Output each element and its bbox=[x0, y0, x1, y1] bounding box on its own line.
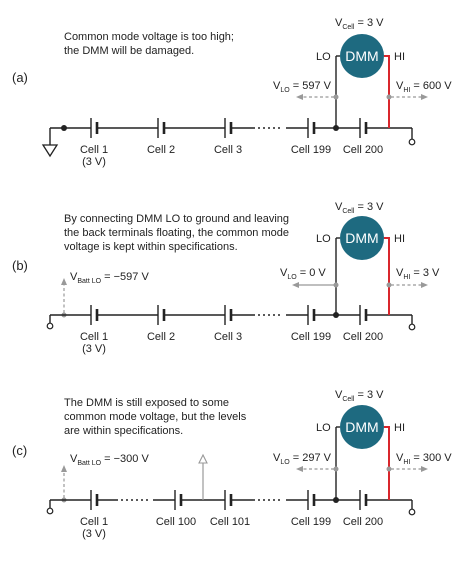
arrow-up-icon bbox=[198, 453, 208, 464]
junction-dot bbox=[333, 125, 339, 131]
arrow-up-icon bbox=[61, 278, 67, 285]
cell-symbol bbox=[359, 490, 368, 510]
cell-label: Cell 101 bbox=[210, 516, 250, 528]
junction-dot bbox=[333, 497, 339, 503]
probe-point bbox=[386, 94, 392, 100]
hi-label: HI bbox=[394, 422, 405, 434]
hi-lead bbox=[384, 237, 390, 315]
terminal bbox=[408, 508, 416, 516]
cell-label: Cell 1 bbox=[80, 331, 108, 343]
terminal bbox=[408, 138, 416, 146]
cell-symbol bbox=[359, 305, 368, 325]
cell-label: Cell 3 bbox=[214, 144, 242, 156]
note-line-2: the DMM will be damaged. bbox=[64, 45, 194, 57]
note-line-2: the back terminals floating, the common … bbox=[64, 227, 289, 239]
panel-label: (a) bbox=[12, 70, 28, 85]
vbatt-label: VBatt LO = −597 V bbox=[70, 271, 149, 285]
ground-icon bbox=[41, 144, 59, 158]
probe-point bbox=[333, 466, 339, 472]
cell-voltage: (3 V) bbox=[82, 343, 106, 355]
vcell-label: VCell = 3 V bbox=[335, 17, 384, 31]
probe-point bbox=[386, 282, 392, 288]
vhi-label: VHI = 600 V bbox=[396, 80, 452, 94]
note-line-3: are within specifications. bbox=[64, 425, 183, 437]
cell-voltage: (3 V) bbox=[82, 156, 106, 168]
dmm-meter bbox=[340, 34, 384, 78]
cell-symbol bbox=[157, 305, 166, 325]
arrow-right-icon bbox=[421, 466, 428, 472]
terminal bbox=[408, 323, 416, 331]
probe-point bbox=[333, 94, 339, 100]
lo-label: LO bbox=[316, 51, 331, 63]
meter-label: DMM bbox=[345, 419, 378, 435]
meter-label: DMM bbox=[345, 48, 378, 64]
cell-symbol bbox=[359, 118, 368, 138]
vlo-label: VLO = 297 V bbox=[273, 452, 332, 466]
cell-symbol bbox=[224, 305, 233, 325]
cell-symbol bbox=[90, 305, 99, 325]
arrow-left-icon bbox=[292, 282, 299, 288]
vbatt-label: VBatt LO = −300 V bbox=[70, 453, 149, 467]
cell-symbol bbox=[157, 118, 166, 138]
probe-point bbox=[386, 466, 392, 472]
terminal bbox=[46, 322, 54, 330]
lo-label: LO bbox=[316, 233, 331, 245]
arrow-left-icon bbox=[296, 466, 303, 472]
cell-label: Cell 2 bbox=[147, 144, 175, 156]
arrow-left-icon bbox=[296, 94, 303, 100]
arrow-right-icon bbox=[421, 94, 428, 100]
cell-symbol bbox=[224, 490, 233, 510]
cell-label: Cell 200 bbox=[343, 144, 383, 156]
panel-a: (a) Common mode voltage is too high; the… bbox=[12, 17, 452, 168]
cell-label: Cell 1 bbox=[80, 144, 108, 156]
terminal bbox=[46, 507, 54, 515]
cell-label: Cell 2 bbox=[147, 331, 175, 343]
lo-label: LO bbox=[316, 422, 331, 434]
dmm-meter bbox=[340, 405, 384, 449]
probe-point bbox=[333, 282, 339, 288]
cell-voltage: (3 V) bbox=[82, 528, 106, 540]
note-line-1: Common mode voltage is too high; bbox=[64, 31, 234, 43]
cell-symbol bbox=[307, 490, 316, 510]
cell-label: Cell 199 bbox=[291, 331, 331, 343]
vhi-label: VHI = 3 V bbox=[396, 267, 440, 281]
cell-label: Cell 200 bbox=[343, 331, 383, 343]
cell-symbol bbox=[224, 118, 233, 138]
hi-lead bbox=[384, 55, 390, 128]
cell-label: Cell 100 bbox=[156, 516, 196, 528]
arrow-right-icon bbox=[421, 282, 428, 288]
cell-symbol bbox=[307, 305, 316, 325]
panel-c: (c) The DMM is still exposed to some com… bbox=[12, 389, 452, 540]
meter-label: DMM bbox=[345, 230, 378, 246]
vcell-label: VCell = 3 V bbox=[335, 201, 384, 215]
cell-symbol bbox=[307, 118, 316, 138]
cell-label: Cell 199 bbox=[291, 144, 331, 156]
cell-label: Cell 200 bbox=[343, 516, 383, 528]
vhi-label: VHI = 300 V bbox=[396, 452, 452, 466]
cell-label: Cell 3 bbox=[214, 331, 242, 343]
note-line-3: voltage is kept within specifications. bbox=[64, 241, 238, 253]
note-line-1: By connecting DMM LO to ground and leavi… bbox=[64, 213, 289, 225]
panel-b: (b) By connecting DMM LO to ground and l… bbox=[12, 201, 440, 355]
arrow-up-icon bbox=[61, 465, 67, 472]
hi-label: HI bbox=[394, 51, 405, 63]
cell-symbol bbox=[90, 490, 99, 510]
cell-label: Cell 1 bbox=[80, 516, 108, 528]
junction-dot bbox=[333, 312, 339, 318]
note-line-2: common mode voltage, but the levels bbox=[64, 411, 247, 423]
cell-label: Cell 199 bbox=[291, 516, 331, 528]
cell-symbol bbox=[90, 118, 99, 138]
hi-lead bbox=[384, 426, 390, 500]
panel-label: (b) bbox=[12, 258, 28, 273]
vcell-label: VCell = 3 V bbox=[335, 389, 384, 403]
cell-symbol bbox=[174, 490, 183, 510]
panel-label: (c) bbox=[12, 443, 27, 458]
dmm-meter bbox=[340, 216, 384, 260]
note-line-1: The DMM is still exposed to some bbox=[64, 397, 229, 409]
hi-label: HI bbox=[394, 233, 405, 245]
vlo-label: VLO = 0 V bbox=[280, 267, 326, 281]
vlo-label: VLO = 597 V bbox=[273, 80, 332, 94]
